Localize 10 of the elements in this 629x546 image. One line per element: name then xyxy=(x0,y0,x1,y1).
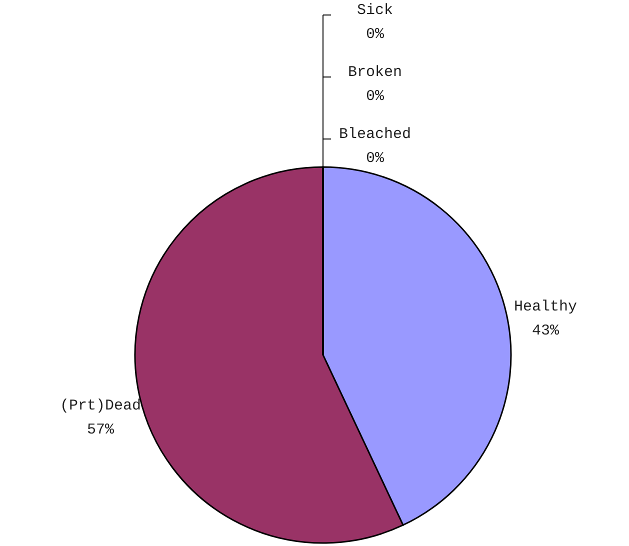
text: 0% xyxy=(366,150,384,167)
data-label: 43% xyxy=(532,322,560,340)
text: 0% xyxy=(366,88,384,105)
legend-label: Bleached xyxy=(338,126,412,143)
data-label: 57% xyxy=(86,422,115,439)
legend-label: Broken xyxy=(348,64,402,81)
text: 0% xyxy=(366,26,384,43)
slice-label: Healthy xyxy=(514,298,578,316)
legend-label: Sick xyxy=(356,2,394,19)
slice-label: (Prt)Dead xyxy=(60,398,141,415)
